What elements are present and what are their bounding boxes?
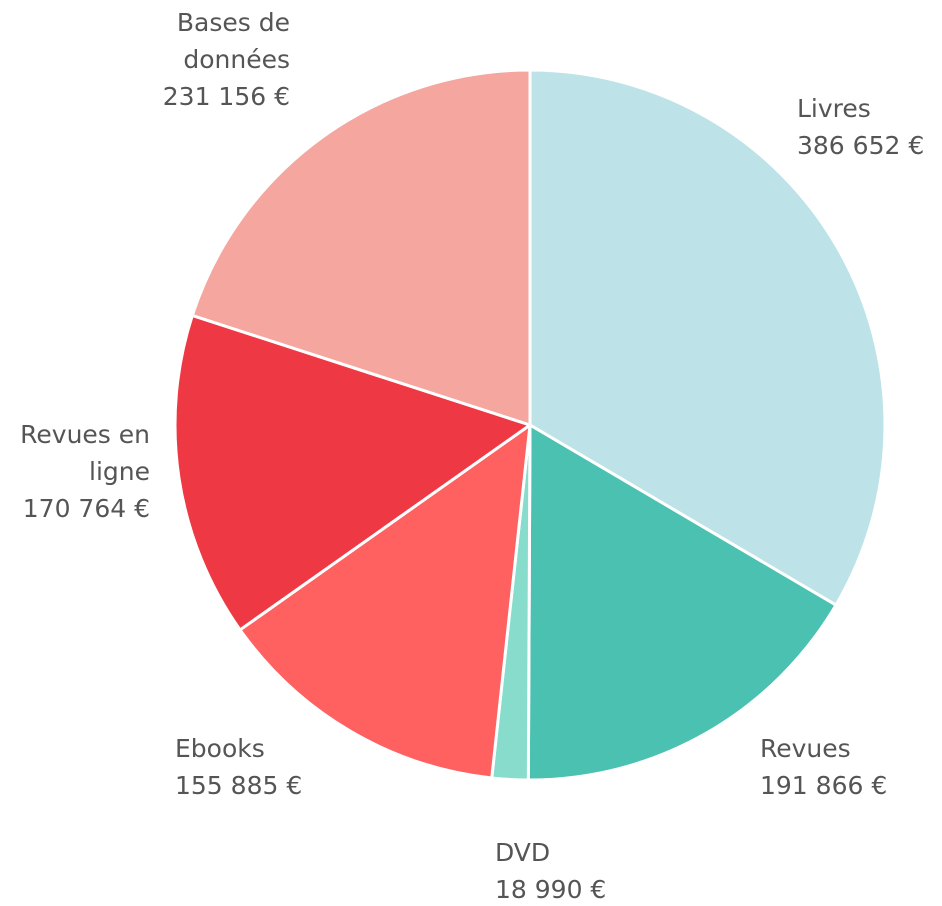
category-label: Livres: [797, 94, 871, 123]
value-label: 231 156 €: [162, 82, 290, 111]
category-label: Revues en ligne: [20, 420, 150, 486]
category-label: Ebooks: [175, 734, 265, 763]
slice-label: Revues 191 866 €: [760, 730, 930, 804]
slice-label: Livres 386 652 €: [797, 90, 942, 164]
category-label: DVD: [495, 838, 551, 867]
pie-slice: [526, 423, 838, 782]
pie-slice: [528, 68, 887, 607]
slice-label: DVD 18 990 €: [495, 834, 665, 906]
slice-label: Ebooks 155 885 €: [175, 730, 345, 804]
pie-slice: [173, 313, 532, 632]
value-label: 18 990 €: [495, 875, 607, 904]
value-label: 170 764 €: [22, 494, 150, 523]
pie-slice: [190, 68, 532, 427]
category-label: Revues: [760, 734, 851, 763]
value-label: 191 866 €: [760, 771, 888, 800]
slice-label: Bases de données 231 156 €: [120, 4, 290, 115]
pie-slice: [238, 423, 532, 780]
category-label: Bases de données: [176, 8, 290, 74]
slice-label: Revues en ligne 170 764 €: [0, 416, 150, 527]
value-label: 386 652 €: [797, 131, 925, 160]
value-label: 155 885 €: [175, 771, 303, 800]
